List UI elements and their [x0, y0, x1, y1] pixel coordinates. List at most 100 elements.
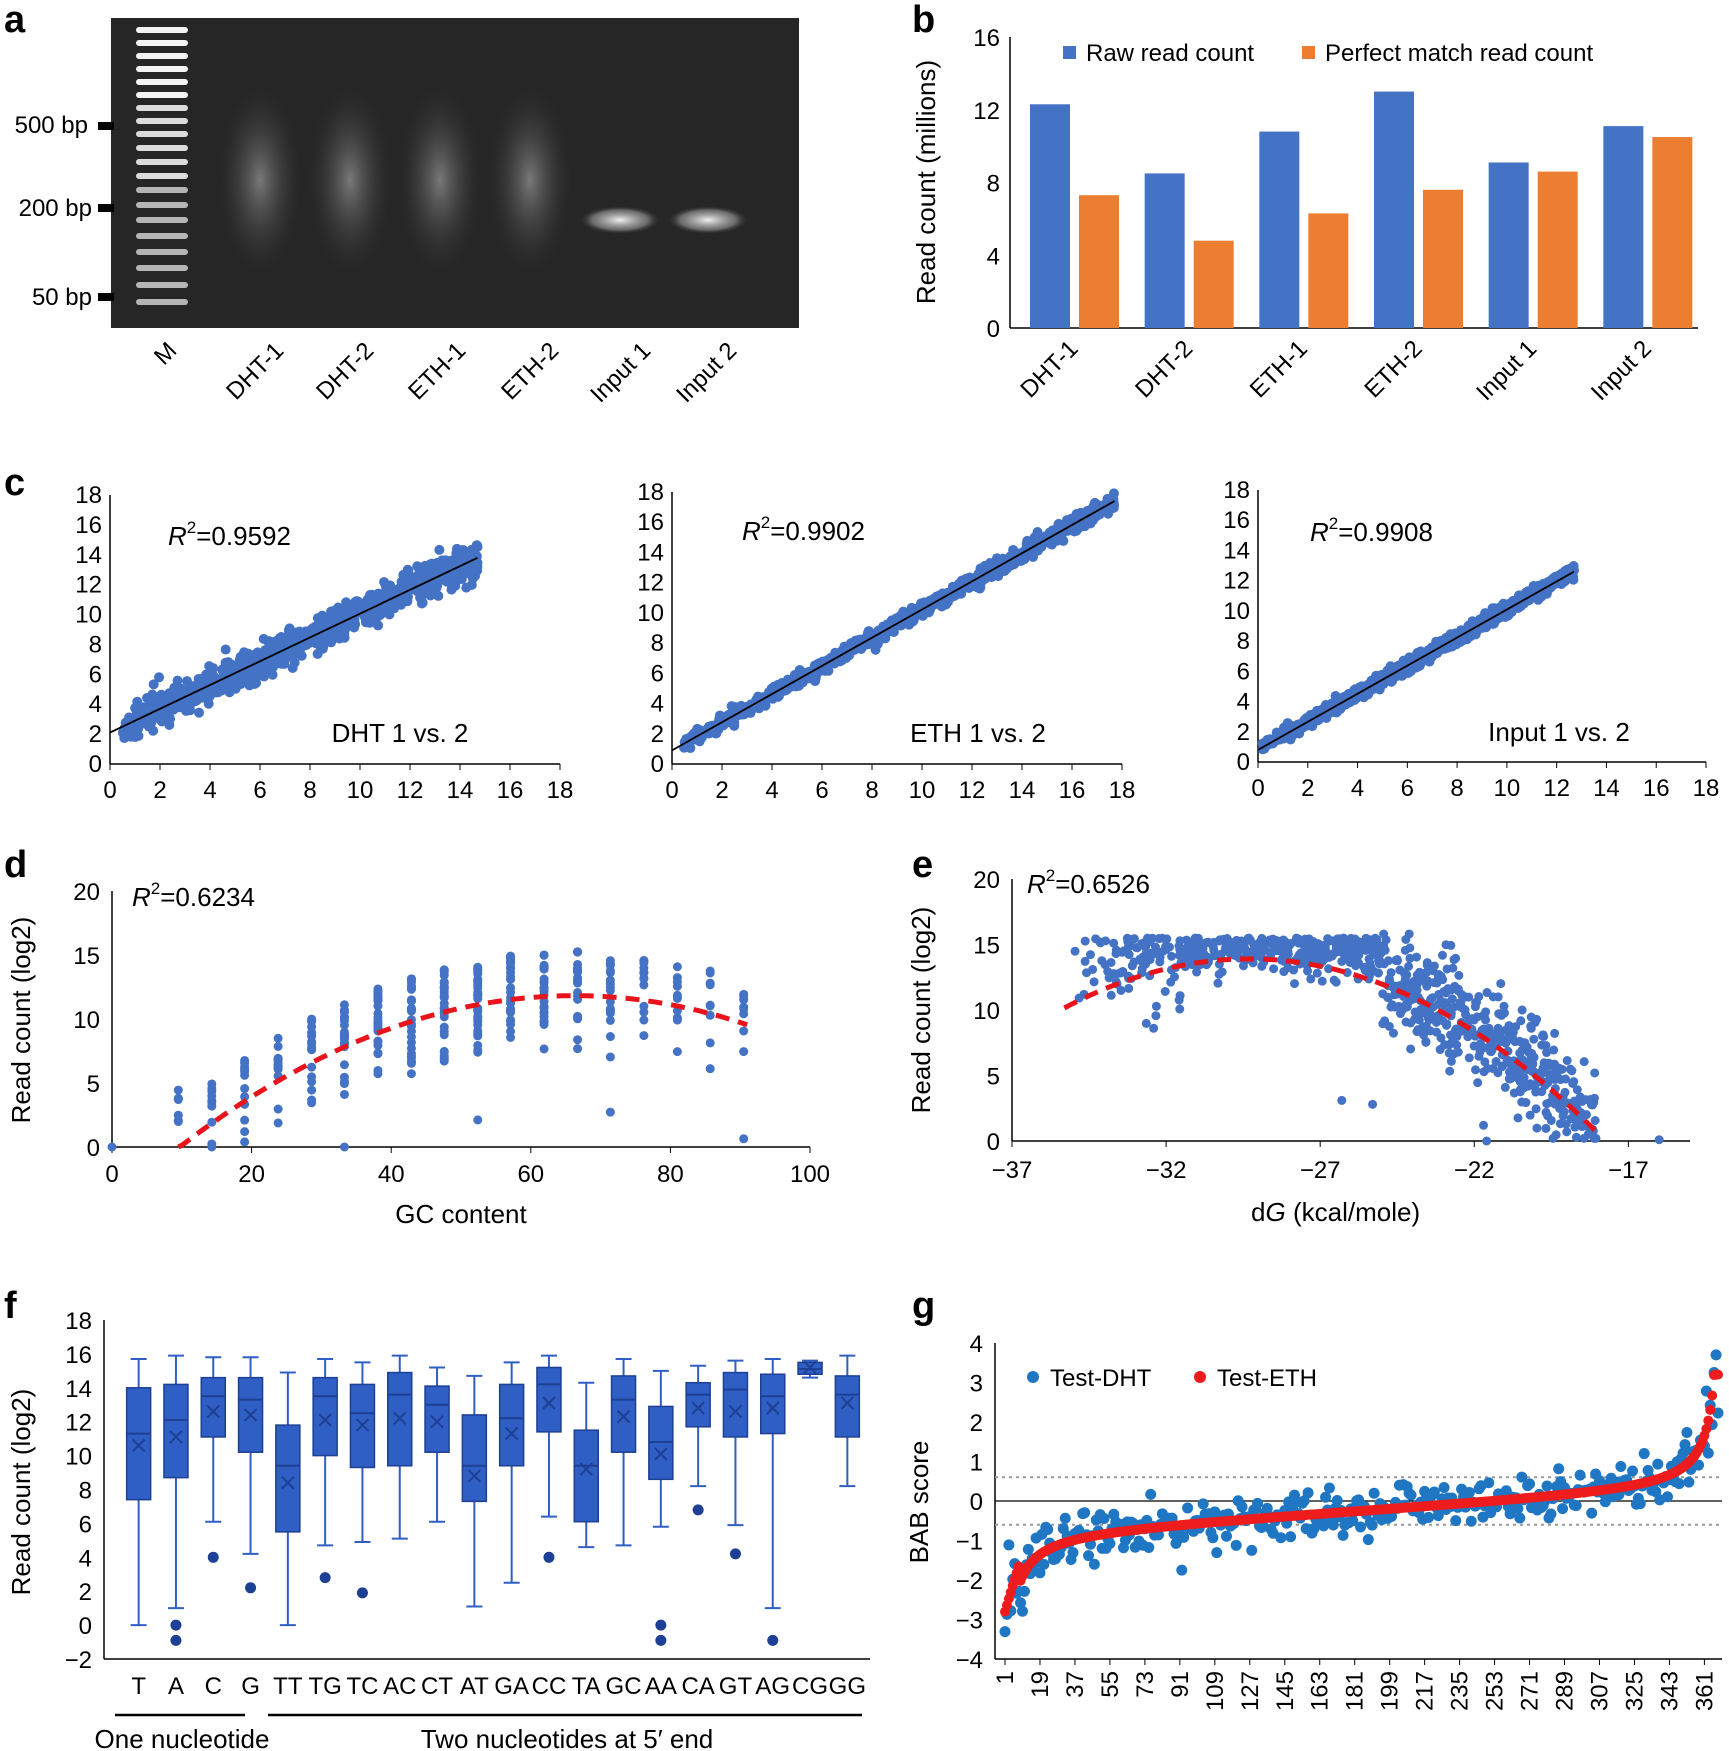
r-squared-sup: 2 — [1329, 514, 1338, 533]
scatter-point — [1543, 1111, 1553, 1121]
scatter-point — [1513, 1113, 1523, 1123]
scatter-point — [325, 635, 336, 646]
outlier-point — [245, 1582, 257, 1594]
dht-point — [1512, 1502, 1524, 1514]
scatter-point — [339, 1142, 349, 1152]
dht-point — [1712, 1407, 1724, 1419]
scatter-point — [1401, 934, 1411, 944]
scatter-point — [1491, 1034, 1501, 1044]
mean-marker — [504, 1426, 519, 1441]
scatter-point — [1089, 499, 1100, 510]
dht-point — [1016, 1605, 1028, 1617]
ladder-band — [136, 79, 188, 85]
mean-marker — [131, 1438, 146, 1453]
dht-point — [1677, 1447, 1689, 1459]
x-tick-label: 4 — [203, 777, 216, 804]
dht-point — [1465, 1515, 1477, 1527]
scatter-point — [1589, 1097, 1599, 1107]
y-tick-label: 14 — [637, 539, 664, 566]
dht-point — [1252, 1497, 1264, 1509]
legend-swatch-raw — [1063, 46, 1076, 59]
scatter-point — [1549, 575, 1560, 586]
scatter-point — [1337, 1095, 1347, 1105]
gel-lane-label: Input 1 — [585, 337, 656, 408]
scatter-point — [406, 1043, 416, 1053]
scatter-point — [1158, 946, 1168, 956]
scatter-point — [539, 997, 549, 1007]
y-tick-label: −2 — [956, 1568, 983, 1595]
scatter-point — [1080, 936, 1090, 946]
scatter-point — [1106, 957, 1116, 967]
input-band — [580, 206, 660, 234]
x-tick-label: GA — [494, 1673, 529, 1700]
scatter-point — [1550, 1028, 1560, 1038]
fit-line — [1257, 570, 1575, 751]
y-tick-label: 6 — [79, 1511, 92, 1538]
x-axis-title-prefix: d — [1251, 1197, 1265, 1227]
scatter-point — [168, 704, 179, 715]
x-tick-label: CC — [532, 1673, 567, 1700]
gel-marker-50: 50 bp — [32, 284, 92, 311]
scatter-point — [1317, 976, 1327, 986]
y-tick-label: 12 — [637, 570, 664, 597]
scatter-point — [127, 727, 138, 738]
scatter-point — [349, 608, 360, 619]
scatter-point — [759, 698, 770, 709]
dht-point — [1634, 1498, 1646, 1510]
scatter-point — [163, 691, 174, 702]
outlier-point — [767, 1634, 779, 1646]
scatter-point — [382, 606, 393, 617]
scatter-point — [1175, 991, 1185, 1001]
scatter-point — [1124, 950, 1134, 960]
dht-point — [1438, 1481, 1450, 1493]
dht-point — [1683, 1476, 1695, 1488]
scatter-point — [1422, 981, 1432, 991]
scatter-point — [439, 1030, 449, 1040]
box-CG — [797, 1359, 823, 1379]
scatter-point — [639, 963, 649, 973]
scatter-point — [1579, 1057, 1589, 1067]
r-squared-sup: 2 — [187, 518, 196, 537]
scatter-point — [432, 579, 443, 590]
x-tick-label: 6 — [815, 777, 828, 804]
scatter-point — [1305, 720, 1316, 731]
r-squared-R: R — [1027, 869, 1046, 899]
x-tick-label: 271 — [1517, 1671, 1544, 1711]
scatter-point — [396, 576, 407, 587]
bar-raw — [1030, 104, 1070, 328]
scatter-point — [240, 1127, 250, 1137]
gel-lane-label: ETH-2 — [496, 337, 564, 405]
x-axis-title-italic: G — [1266, 1197, 1286, 1227]
scatter-point — [1427, 993, 1437, 1003]
x-tick-label: 2 — [715, 777, 728, 804]
scatter-point — [154, 672, 165, 683]
box-body — [312, 1376, 338, 1457]
scatter-point — [1572, 1085, 1582, 1095]
legend-label-raw: Raw read count — [1086, 40, 1254, 67]
r-squared-R: R — [168, 521, 187, 551]
gel-marker-500: 500 bp — [15, 112, 88, 139]
mean-marker — [169, 1430, 183, 1444]
scatter-point — [1552, 1070, 1562, 1080]
scatter-point — [1258, 943, 1268, 953]
dht-point — [1661, 1491, 1673, 1503]
ladder-band — [136, 105, 188, 111]
scatter-point — [1560, 1074, 1570, 1084]
ladder-band — [136, 66, 188, 72]
scatter-point — [1590, 1115, 1600, 1125]
scatter-point — [473, 1115, 483, 1125]
box-body — [163, 1383, 189, 1479]
dht-point — [1176, 1564, 1188, 1576]
scatter-point — [1373, 968, 1383, 978]
mean-marker — [840, 1396, 855, 1410]
input-band — [668, 206, 748, 234]
y-tick-label: 8 — [651, 630, 664, 657]
y-tick-label: 2 — [970, 1410, 983, 1437]
y-tick-label: 8 — [987, 171, 1000, 198]
box-G — [237, 1356, 264, 1594]
mean-marker — [579, 1462, 593, 1476]
box-body — [760, 1373, 786, 1435]
x-axis-title: GC content — [395, 1199, 527, 1229]
scatter-point — [1529, 1034, 1539, 1044]
